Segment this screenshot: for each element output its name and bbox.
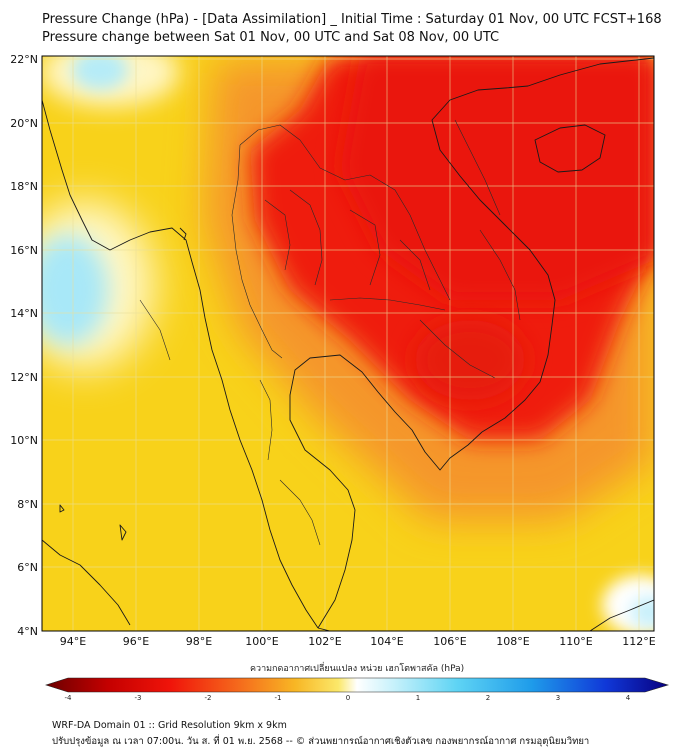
lat-label: 4°N <box>17 625 38 638</box>
footer-update-info: ปรับปรุงข้อมูล ณ เวลา 07:00น. วัน ส. ที่… <box>52 736 590 747</box>
colorbar-label: ความกดอากาศเปลี่ยนแปลง หน่วย เฮกโตพาสคัล… <box>250 664 465 674</box>
colorbar-tick: 1 <box>416 694 420 702</box>
lon-label: 104°E <box>370 635 403 648</box>
lon-label: 106°E <box>433 635 466 648</box>
lon-label: 96°E <box>123 635 149 648</box>
lon-label: 98°E <box>186 635 212 648</box>
lat-label: 20°N <box>10 117 38 130</box>
colorbar-tick: -3 <box>135 694 142 702</box>
colorbar-tick: 4 <box>626 694 631 702</box>
lat-label: 10°N <box>10 434 38 447</box>
longitude-labels: 94°E 96°E 98°E 100°E 102°E 104°E 106°E 1… <box>60 635 656 648</box>
map-title: Pressure Change (hPa) - [Data Assimilati… <box>42 12 662 27</box>
lat-label: 8°N <box>17 498 38 511</box>
latitude-labels: 22°N 20°N 18°N 16°N 14°N 12°N 10°N 8°N 6… <box>10 53 38 638</box>
lon-label: 94°E <box>60 635 86 648</box>
lon-label: 110°E <box>559 635 592 648</box>
lon-label: 108°E <box>496 635 529 648</box>
borders <box>139 119 521 546</box>
colorbar: -4 -3 -2 -1 0 1 2 3 4 <box>45 677 670 702</box>
footer-domain-info: WRF-DA Domain 01 :: Grid Resolution 9km … <box>52 720 287 731</box>
coastlines <box>42 57 654 631</box>
colorbar-tick: 3 <box>556 694 560 702</box>
lat-label: 18°N <box>10 180 38 193</box>
lon-label: 102°E <box>308 635 341 648</box>
map-frame <box>41 55 655 632</box>
colorbar-tick: -4 <box>65 694 73 702</box>
colorbar-tick: 0 <box>346 694 350 702</box>
lat-label: 12°N <box>10 371 38 384</box>
colorbar-bar <box>45 677 670 693</box>
lat-label: 6°N <box>17 561 38 574</box>
colorbar-tick: -2 <box>205 694 212 702</box>
lat-label: 22°N <box>10 53 38 66</box>
map-subtitle: Pressure change between Sat 01 Nov, 00 U… <box>42 30 500 45</box>
lon-label: 100°E <box>245 635 278 648</box>
colorbar-tick: -1 <box>275 694 282 702</box>
colorbar-tick: 2 <box>486 694 490 702</box>
grid-lines <box>42 56 654 631</box>
lat-label: 16°N <box>10 244 38 257</box>
lon-label: 112°E <box>622 635 655 648</box>
colorbar-ticks: -4 -3 -2 -1 0 1 2 3 4 <box>65 694 631 702</box>
pressure-field <box>42 56 654 631</box>
lat-label: 14°N <box>10 307 38 320</box>
